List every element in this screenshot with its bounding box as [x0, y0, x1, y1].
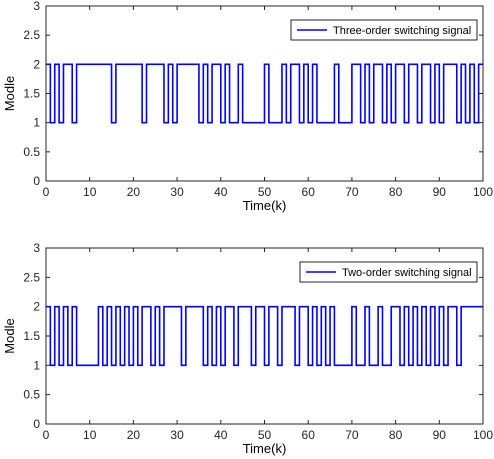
y-tick-label: 3: [33, 0, 40, 13]
x-tick-label: 100: [473, 185, 493, 199]
series-line-two-order: [46, 305, 483, 367]
x-axis-three-order: 0 10 20 30 40 50 60 70 80 90 100: [43, 6, 493, 199]
x-axis-two-order: 0 10 20 30 40 50 60 70 80 90 100: [43, 248, 493, 442]
y-tick-label: 2.5: [23, 270, 40, 284]
x-tick-label: 60: [302, 428, 316, 442]
legend-three-order: Three-order switching signal: [290, 19, 478, 41]
y-tick-label: 1: [33, 358, 40, 372]
legend-two-order: Two-order switching signal: [299, 261, 478, 283]
x-tick-label: 100: [473, 428, 493, 442]
y-tick-label: 0.5: [23, 388, 40, 402]
x-tick-label: 60: [302, 185, 316, 199]
x-axis-label: Time(k): [243, 198, 287, 213]
y-axis-label: Modle: [2, 76, 17, 111]
y-tick-label: 2: [33, 57, 40, 71]
x-tick-label: 70: [345, 185, 359, 199]
x-tick-label: 50: [258, 185, 272, 199]
x-tick-label: 10: [83, 428, 97, 442]
y-tick-label: 0: [33, 417, 40, 431]
x-tick-label: 0: [43, 428, 50, 442]
y-axis-label: Modle: [2, 318, 17, 353]
x-axis-label: Time(k): [243, 441, 287, 456]
chart-three-order: 0 10 20 30 40 50 60 70 80 90 100 0 0.5 1 1.5 2 2.5 3 Time(…: [2, 0, 493, 213]
y-tick-label: 0.5: [23, 145, 40, 159]
legend-label: Two-order switching signal: [342, 267, 472, 279]
y-tick-label: 2: [33, 300, 40, 314]
chart-two-order: 0 10 20 30 40 50 60 70 80 90 100 0 0.5 1 1.5 2 2.5 3 Time(…: [2, 241, 493, 456]
y-tick-label: 3: [33, 241, 40, 255]
x-tick-label: 80: [389, 428, 403, 442]
x-tick-label: 0: [43, 185, 50, 199]
x-tick-label: 30: [170, 428, 184, 442]
x-tick-label: 90: [433, 428, 447, 442]
y-tick-label: 1.5: [23, 87, 40, 101]
x-tick-label: 40: [214, 185, 228, 199]
x-tick-label: 90: [433, 185, 447, 199]
series-line-three-order: [46, 63, 483, 124]
x-tick-label: 10: [83, 185, 97, 199]
y-tick-label: 2.5: [23, 28, 40, 42]
x-tick-label: 40: [214, 428, 228, 442]
x-tick-label: 20: [127, 428, 141, 442]
x-tick-label: 50: [258, 428, 272, 442]
legend-label: Three-order switching signal: [333, 25, 471, 37]
x-tick-label: 70: [345, 428, 359, 442]
legend-box: [290, 19, 478, 41]
legend-box: [299, 261, 478, 283]
x-tick-label: 80: [389, 185, 403, 199]
y-tick-label: 1.5: [23, 329, 40, 343]
y-tick-label: 1: [33, 116, 40, 130]
y-axis-three-order: 0 0.5 1 1.5 2 2.5 3: [23, 0, 483, 188]
x-tick-label: 30: [170, 185, 184, 199]
y-tick-label: 0: [33, 174, 40, 188]
x-tick-label: 20: [127, 185, 141, 199]
